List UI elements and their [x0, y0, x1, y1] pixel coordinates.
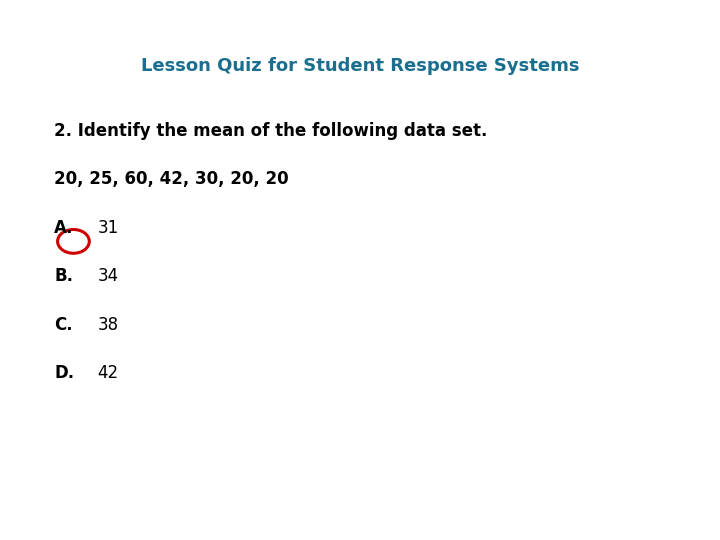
- Text: 2. Identify the mean of the following data set.: 2. Identify the mean of the following da…: [54, 122, 487, 139]
- Text: A.: A.: [54, 219, 73, 237]
- Text: C.: C.: [54, 316, 73, 334]
- Text: B.: B.: [54, 267, 73, 285]
- Text: 42: 42: [97, 364, 118, 382]
- Text: 34: 34: [97, 267, 118, 285]
- Text: 20, 25, 60, 42, 30, 20, 20: 20, 25, 60, 42, 30, 20, 20: [54, 170, 289, 188]
- Text: 38: 38: [97, 316, 118, 334]
- Text: D.: D.: [54, 364, 74, 382]
- Text: Lesson Quiz for Student Response Systems: Lesson Quiz for Student Response Systems: [140, 57, 580, 75]
- Text: 31: 31: [97, 219, 119, 237]
